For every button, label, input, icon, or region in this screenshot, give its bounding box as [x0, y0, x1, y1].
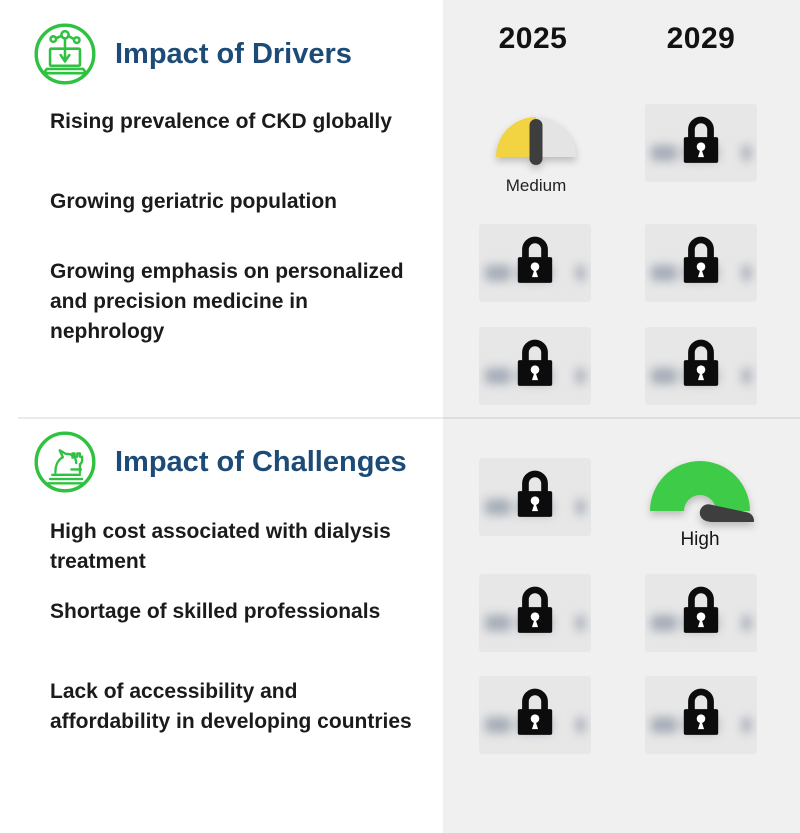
gauge-label-high: High: [680, 529, 720, 550]
locked-rating-drivers-r2-2029[interactable]: [645, 224, 757, 302]
lock-icon: [514, 468, 556, 525]
chess-strategy-icon: [33, 430, 97, 494]
locked-rating-drivers-r1-2029[interactable]: [645, 104, 757, 182]
locked-rating-drivers-r2-2025[interactable]: [479, 224, 591, 302]
lock-icon: [514, 686, 556, 743]
column-header-2029: 2029: [666, 22, 736, 55]
section-header-challenges: Impact of Challenges: [33, 430, 407, 494]
gauge-label-medium: Medium: [505, 176, 567, 195]
gauge-high-dial: [650, 461, 754, 530]
locked-rating-challenges-r2-2029[interactable]: [645, 574, 757, 652]
driver-item-1: Rising prevalence of CKD globally: [50, 110, 392, 133]
impact-gauge-high: High: [650, 460, 755, 551]
lock-icon: [680, 337, 722, 394]
challenge-item-2: Shortage of skilled professionals: [50, 600, 381, 623]
section-title-challenges: Impact of Challenges: [115, 445, 407, 478]
locked-rating-challenges-r3-2029[interactable]: [645, 676, 757, 754]
locked-rating-challenges-r3-2025[interactable]: [479, 676, 591, 754]
lock-icon: [514, 234, 556, 291]
section-title-drivers: Impact of Drivers: [115, 37, 352, 70]
lock-icon: [514, 337, 556, 394]
lock-icon: [514, 584, 556, 641]
locked-rating-drivers-r3-2025[interactable]: [479, 327, 591, 405]
lock-icon: [680, 114, 722, 171]
driver-item-2: Growing geriatric population: [50, 190, 338, 213]
lock-icon: [680, 234, 722, 291]
challenge-item-3: Lack of accessibility and affordability …: [50, 680, 412, 733]
locked-rating-challenges-r1-2025[interactable]: [479, 458, 591, 536]
challenge-item-1: High cost associated with dialysis treat…: [50, 520, 391, 573]
section-divider: [18, 417, 800, 419]
lock-icon: [680, 584, 722, 641]
lock-icon: [680, 686, 722, 743]
locked-rating-challenges-r2-2025[interactable]: [479, 574, 591, 652]
column-header-2025: 2025: [498, 22, 568, 55]
impact-gauge-medium: Medium: [492, 109, 580, 196]
computer-network-icon: [33, 22, 97, 86]
driver-item-3: Growing emphasis on personalized and pre…: [50, 260, 404, 343]
section-header-drivers: Impact of Drivers: [33, 22, 352, 86]
gauge-medium-dial: [496, 117, 576, 165]
locked-rating-drivers-r3-2029[interactable]: [645, 327, 757, 405]
